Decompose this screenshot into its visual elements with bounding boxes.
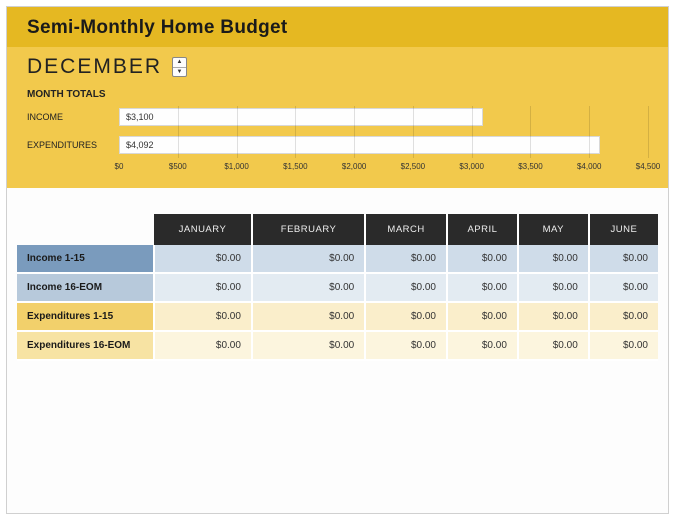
month-stepper[interactable]: ▲ ▼ xyxy=(172,57,187,77)
table-cell[interactable]: $0.00 xyxy=(365,331,447,360)
title-bar: Semi-Monthly Home Budget xyxy=(7,7,668,47)
table-cell[interactable]: $0.00 xyxy=(365,273,447,302)
col-header-january: JANUARY xyxy=(154,214,252,245)
stepper-up-icon[interactable]: ▲ xyxy=(173,58,186,68)
grid-line xyxy=(472,106,473,158)
table-cell[interactable]: $0.00 xyxy=(365,302,447,331)
grid-line xyxy=(589,106,590,158)
table-cell[interactable]: $0.00 xyxy=(589,302,658,331)
grid-line xyxy=(237,106,238,158)
chart-track: $3,100 xyxy=(119,108,648,126)
table-cell[interactable]: $0.00 xyxy=(518,331,589,360)
chart-bar: $3,100 xyxy=(119,108,483,126)
rowhead-income-1: Income 1-15 xyxy=(17,245,154,273)
axis-tick: $500 xyxy=(169,162,187,171)
table-row-income-2: Income 16-EOM$0.00$0.00$0.00$0.00$0.00$0… xyxy=(17,273,658,302)
table-cell[interactable]: $0.00 xyxy=(447,302,518,331)
table-cell[interactable]: $0.00 xyxy=(447,245,518,273)
table-cell[interactable]: $0.00 xyxy=(518,273,589,302)
table-cell[interactable]: $0.00 xyxy=(518,245,589,273)
table-cell[interactable]: $0.00 xyxy=(365,245,447,273)
totals-chart: INCOME$3,100 EXPENDITURES$4,092 $0 $500 $1,… xyxy=(27,106,648,174)
chart-bar: $4,092 xyxy=(119,136,600,154)
axis-tick: $1,500 xyxy=(283,162,307,171)
axis-tick: $1,000 xyxy=(224,162,248,171)
col-header-march: MARCH xyxy=(365,214,447,245)
table-cell[interactable]: $0.00 xyxy=(447,331,518,360)
page-title: Semi-Monthly Home Budget xyxy=(27,17,648,39)
grid-line xyxy=(648,106,649,158)
axis-tick: $2,500 xyxy=(401,162,425,171)
table-cell[interactable]: $0.00 xyxy=(518,302,589,331)
selected-month-label: DECEMBER xyxy=(27,55,162,79)
table-cell[interactable]: $0.00 xyxy=(252,331,365,360)
grid-line xyxy=(413,106,414,158)
header-body: DECEMBER ▲ ▼ MONTH TOTALS INCOME$3,100 EX… xyxy=(7,47,668,188)
grid-line xyxy=(178,106,179,158)
grid-line xyxy=(295,106,296,158)
table-cell[interactable]: $0.00 xyxy=(154,302,252,331)
table-row-income-1: Income 1-15$0.00$0.00$0.00$0.00$0.00$0.0… xyxy=(17,245,658,273)
axis-tick: $0 xyxy=(115,162,124,171)
axis-tick: $4,000 xyxy=(577,162,601,171)
table-cell[interactable]: $0.00 xyxy=(154,245,252,273)
axis-tick: $2,000 xyxy=(342,162,366,171)
col-header-june: JUNE xyxy=(589,214,658,245)
rowhead-income-2: Income 16-EOM xyxy=(17,273,154,302)
table-cell[interactable]: $0.00 xyxy=(447,273,518,302)
rowhead-exp-1: Expenditures 1-15 xyxy=(17,302,154,331)
chart-category-label: EXPENDITURES xyxy=(27,140,119,150)
stepper-down-icon[interactable]: ▼ xyxy=(173,68,186,77)
budget-table: JANUARYFEBRUARYMARCHAPRILMAYJUNE Income … xyxy=(17,214,658,361)
table-cell[interactable]: $0.00 xyxy=(589,245,658,273)
chart-category-label: INCOME xyxy=(27,112,119,122)
chart-row-income: INCOME$3,100 xyxy=(27,106,648,128)
col-header-april: APRIL xyxy=(447,214,518,245)
grid-line xyxy=(530,106,531,158)
table-cell[interactable]: $0.00 xyxy=(252,302,365,331)
rowhead-exp-2: Expenditures 16-EOM xyxy=(17,331,154,360)
axis-tick: $3,500 xyxy=(518,162,542,171)
axis-tick: $4,500 xyxy=(636,162,660,171)
chart-x-axis: $0$500$1,000$1,500$2,000$2,500$3,000$3,5… xyxy=(119,162,648,174)
table-row-exp-2: Expenditures 16-EOM$0.00$0.00$0.00$0.00$… xyxy=(17,331,658,360)
month-totals-label: MONTH TOTALS xyxy=(27,89,648,100)
table-cell[interactable]: $0.00 xyxy=(589,273,658,302)
budget-sheet: Semi-Monthly Home Budget DECEMBER ▲ ▼ MO… xyxy=(6,6,669,514)
chart-row-expenditures: EXPENDITURES$4,092 xyxy=(27,134,648,156)
table-cell[interactable]: $0.00 xyxy=(252,273,365,302)
axis-tick: $3,000 xyxy=(459,162,483,171)
grid-line xyxy=(354,106,355,158)
table-cell[interactable]: $0.00 xyxy=(154,273,252,302)
table-cell[interactable]: $0.00 xyxy=(154,331,252,360)
table-row-exp-1: Expenditures 1-15$0.00$0.00$0.00$0.00$0.… xyxy=(17,302,658,331)
col-header-may: MAY xyxy=(518,214,589,245)
month-selector-row: DECEMBER ▲ ▼ xyxy=(27,55,648,79)
budget-table-wrap: JANUARYFEBRUARYMARCHAPRILMAYJUNE Income … xyxy=(7,188,668,361)
rowhead-empty xyxy=(17,214,154,245)
table-cell[interactable]: $0.00 xyxy=(252,245,365,273)
chart-track: $4,092 xyxy=(119,136,648,154)
table-cell[interactable]: $0.00 xyxy=(589,331,658,360)
col-header-february: FEBRUARY xyxy=(252,214,365,245)
